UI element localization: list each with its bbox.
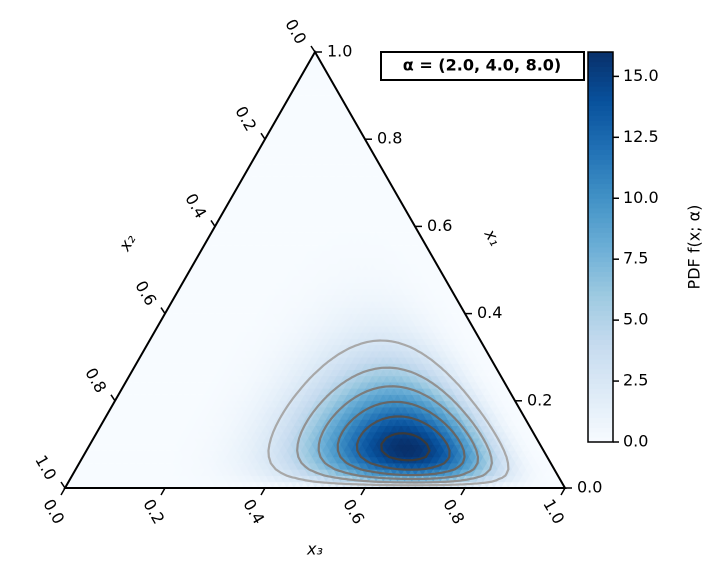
x3-tick — [261, 488, 265, 495]
colorbar-cell — [588, 296, 613, 301]
x2-tick — [161, 308, 165, 314]
x2-tick-label: 0.4 — [181, 190, 210, 222]
x1-tick-label: 0.8 — [377, 129, 402, 148]
colorbar-cell — [588, 330, 613, 335]
x2-tick-label: 0.6 — [131, 277, 160, 309]
colorbar-cell — [588, 223, 613, 228]
colorbar-cell — [588, 408, 613, 413]
x2-tick — [111, 395, 115, 401]
x1-axis-label: x₁ — [480, 225, 505, 249]
x2-tick-label: 0.2 — [231, 103, 260, 135]
colorbar-cell — [588, 257, 613, 262]
x2-tick — [61, 482, 65, 488]
colorbar-cell — [588, 423, 613, 428]
colorbar-cell — [588, 393, 613, 398]
colorbar-cell — [588, 242, 613, 247]
colorbar-cell — [588, 301, 613, 306]
x1-tick-label: 1.0 — [327, 42, 352, 61]
colorbar-cell — [588, 403, 613, 408]
x2-tick-label: 1.0 — [31, 452, 60, 484]
colorbar-cell — [588, 384, 613, 389]
x3-axis-label: x₃ — [306, 540, 323, 559]
colorbar-cell — [588, 369, 613, 374]
colorbar-cell — [588, 379, 613, 384]
x3-tick — [461, 488, 465, 495]
x2-tick — [311, 46, 315, 52]
colorbar-cell — [588, 427, 613, 432]
colorbar-cell — [588, 335, 613, 340]
colorbar-label: PDF f(x; α) — [685, 205, 704, 290]
x1-tick-label: 0.4 — [477, 303, 502, 322]
colorbar-cell — [588, 340, 613, 345]
colorbar-cell — [588, 364, 613, 369]
x2-tick-label: 0.8 — [81, 365, 110, 397]
colorbar-cell — [588, 315, 613, 320]
heatmap — [65, 52, 565, 488]
x3-tick-label: 0.0 — [39, 496, 68, 528]
colorbar-cell — [588, 413, 613, 418]
x1-tick-label: 0.6 — [427, 216, 452, 235]
colorbar-cell — [588, 262, 613, 267]
colorbar-cell — [588, 349, 613, 354]
colorbar-cell — [588, 213, 613, 218]
colorbar-cell — [588, 325, 613, 330]
colorbar-cell — [588, 398, 613, 403]
colorbar-cell — [588, 252, 613, 257]
x1-tick-label: 0.2 — [527, 390, 552, 409]
colorbar-cell — [588, 208, 613, 213]
colorbar-cell — [588, 271, 613, 276]
colorbar-cell — [588, 228, 613, 233]
x3-tick — [361, 488, 365, 495]
colorbar-cell — [588, 310, 613, 315]
colorbar-cell — [588, 388, 613, 393]
x2-axis-label: x₂ — [114, 230, 139, 255]
colorbar-cell — [588, 237, 613, 242]
colorbar-cell — [588, 320, 613, 325]
colorbar-cell — [588, 276, 613, 281]
x3-tick-label: 0.4 — [239, 496, 268, 528]
colorbar-cell — [588, 418, 613, 423]
x3-tick-label: 0.2 — [139, 496, 168, 528]
x3-tick — [161, 488, 165, 495]
x3-tick-label: 1.0 — [539, 496, 568, 528]
colorbar-cell — [588, 281, 613, 286]
colorbar-cell — [588, 306, 613, 311]
x2-tick — [211, 220, 215, 226]
x2-tick-label: 0.0 — [281, 16, 310, 48]
x3-tick-label: 0.8 — [439, 496, 468, 528]
colorbar-cell — [588, 345, 613, 350]
colorbar-cell — [588, 432, 613, 437]
colorbar-cell — [588, 354, 613, 359]
x3-tick — [61, 488, 65, 495]
colorbar-cell — [588, 291, 613, 296]
annotation: α = (2.0, 4.0, 8.0) — [403, 56, 562, 75]
x1-tick-label: 0.0 — [577, 478, 602, 497]
colorbar-cell — [588, 267, 613, 272]
colorbar-cell — [588, 247, 613, 252]
x3-tick-label: 0.6 — [339, 496, 368, 528]
colorbar-cell — [588, 286, 613, 291]
colorbar-cell — [588, 359, 613, 364]
colorbar-cell — [588, 374, 613, 379]
colorbar-cell — [588, 232, 613, 237]
x2-tick — [261, 133, 265, 139]
x3-tick — [561, 488, 565, 495]
colorbar-cell — [588, 218, 613, 223]
